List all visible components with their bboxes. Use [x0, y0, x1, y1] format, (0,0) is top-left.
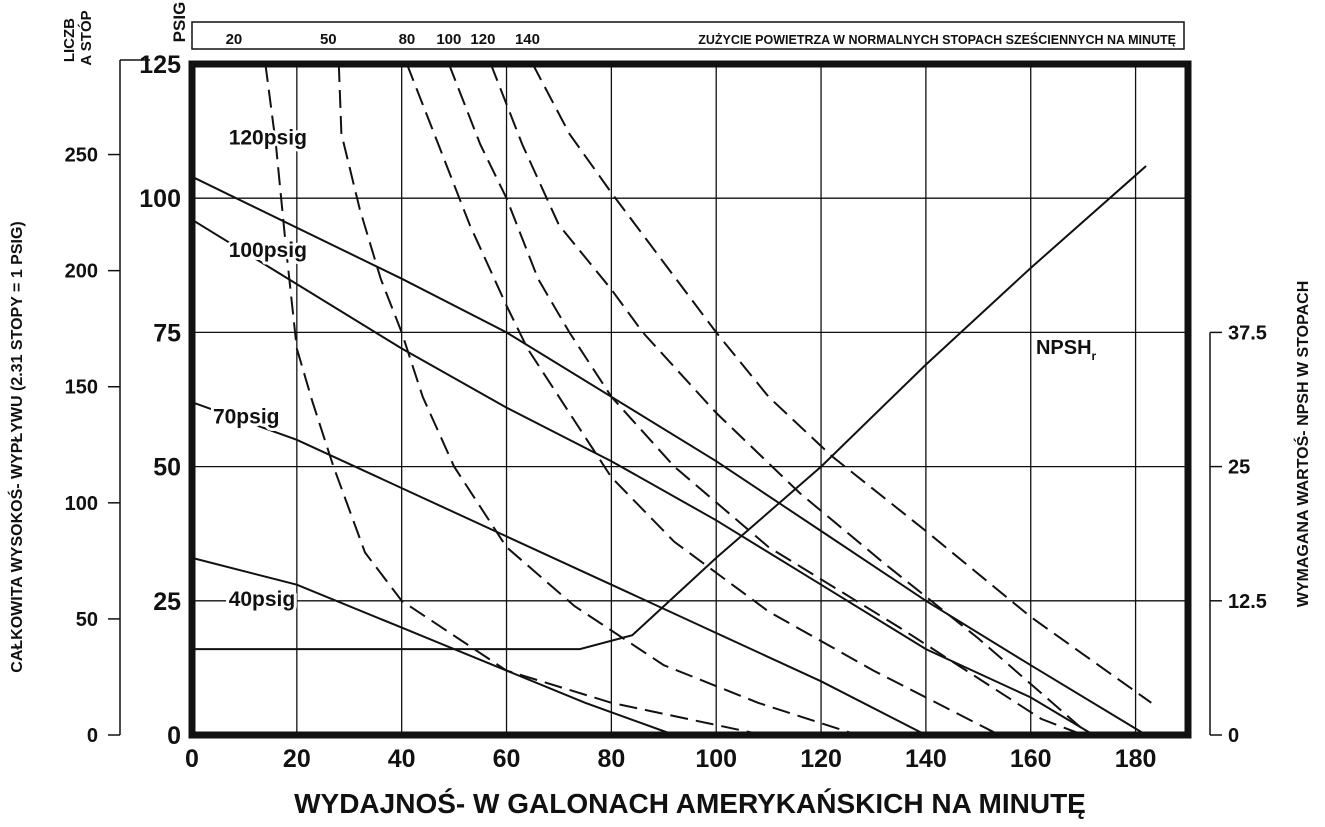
- left-feet-unit-line-1: LICZB: [61, 18, 78, 62]
- air-scale-label-120: 120: [470, 31, 495, 48]
- air-scale-label-20: 20: [226, 31, 243, 48]
- x-tick-label-120: 120: [800, 745, 842, 773]
- x-tick-label-180: 180: [1115, 745, 1157, 773]
- axes: 0 20 40 60 80 100 120 140 160 180 0 25 50 75 100 125 0 50…: [65, 51, 1267, 773]
- feet-tick-label-200: 200: [65, 261, 98, 283]
- curves: 120psig 100psig 70psig 40psig NPSHr: [191, 63, 1152, 736]
- air-curve-140: [531, 63, 1152, 704]
- x-axis-label: WYDAJNOŚ- W GALONACH AMERYKAŃSKICH NA MI…: [294, 788, 1086, 819]
- y-axis-left-label: CAŁKOWITA WYSOKOŚ- WYPŁYWU (2.31 STOPY =…: [7, 221, 26, 672]
- psig-tick-label-0: 0: [167, 722, 181, 750]
- air-curve-120: [489, 63, 1084, 731]
- pressure-curve-120psig: [191, 175, 1147, 736]
- x-tick-label-100: 100: [695, 745, 737, 773]
- air-consumption-scale: 20 50 80 100 120 140 ZUŻYCIE POWIETRZA W NORMA…: [191, 21, 1185, 50]
- psig-tick-label-125: 125: [139, 51, 181, 79]
- air-scale-label-140: 140: [515, 31, 540, 48]
- feet-tick-label-0: 0: [87, 725, 98, 747]
- npsh-label-subscript: r: [1092, 349, 1097, 363]
- npsh-tick-label-0: 0: [1228, 725, 1239, 747]
- left-feet-unit-line-2: A STÓP: [77, 10, 95, 65]
- label-120psig: 120psig: [229, 127, 307, 150]
- air-scale-label-50: 50: [320, 31, 337, 48]
- label-100psig: 100psig: [229, 239, 307, 262]
- x-tick-label-140: 140: [905, 745, 947, 773]
- label-70psig: 70psig: [213, 406, 280, 429]
- psig-tick-label-75: 75: [153, 319, 181, 347]
- label-40psig: 40psig: [229, 588, 296, 611]
- air-curve-20: [264, 63, 764, 736]
- air-scale-title: ZUŻYCIE POWIETRZA W NORMALNYCH STOPACH S…: [698, 32, 1176, 47]
- x-tick-label-160: 160: [1010, 745, 1052, 773]
- pressure-curve-40psig: [191, 556, 675, 736]
- air-curve-50: [337, 63, 859, 736]
- npsh-curve: [192, 165, 1147, 651]
- y-axis-right-label: WYMAGANA WARTOŚ- NPSH W STOPACH: [1293, 281, 1312, 608]
- psig-tick-label-25: 25: [153, 588, 181, 616]
- x-tick-label-60: 60: [493, 745, 521, 773]
- feet-tick-label-100: 100: [65, 493, 98, 515]
- npsh-tick-label-37.5: 37.5: [1228, 322, 1267, 344]
- pressure-curve-100psig: [191, 218, 1095, 736]
- air-scale-label-100: 100: [436, 31, 461, 48]
- air-curve-100: [447, 63, 1084, 736]
- x-tick-label-20: 20: [283, 745, 311, 773]
- npsh-tick-label-25: 25: [1228, 457, 1250, 479]
- pressure-curve-70psig: [191, 401, 927, 736]
- air-curve-80: [405, 63, 1000, 736]
- psig-tick-label-50: 50: [153, 454, 181, 482]
- npsh-label: NPSHr: [1036, 337, 1097, 363]
- npsh-tick-label-12.5: 12.5: [1228, 591, 1267, 613]
- x-tick-label-0: 0: [185, 745, 199, 773]
- plot-frame: [188, 60, 1192, 739]
- left-feet-unit-label: LICZB A STÓP: [61, 10, 95, 65]
- feet-tick-label-150: 150: [65, 377, 98, 399]
- left-psig-unit-label: PSIG: [170, 2, 189, 43]
- feet-tick-label-250: 250: [65, 145, 98, 167]
- air-scale-box: [191, 21, 1185, 50]
- x-tick-label-40: 40: [388, 745, 416, 773]
- x-tick-label-80: 80: [597, 745, 625, 773]
- psig-tick-label-100: 100: [139, 185, 181, 213]
- air-scale-label-80: 80: [399, 31, 416, 48]
- feet-tick-label-50: 50: [76, 609, 98, 631]
- grid-lines: [192, 64, 1188, 735]
- npsh-label-main: NPSH: [1036, 337, 1092, 359]
